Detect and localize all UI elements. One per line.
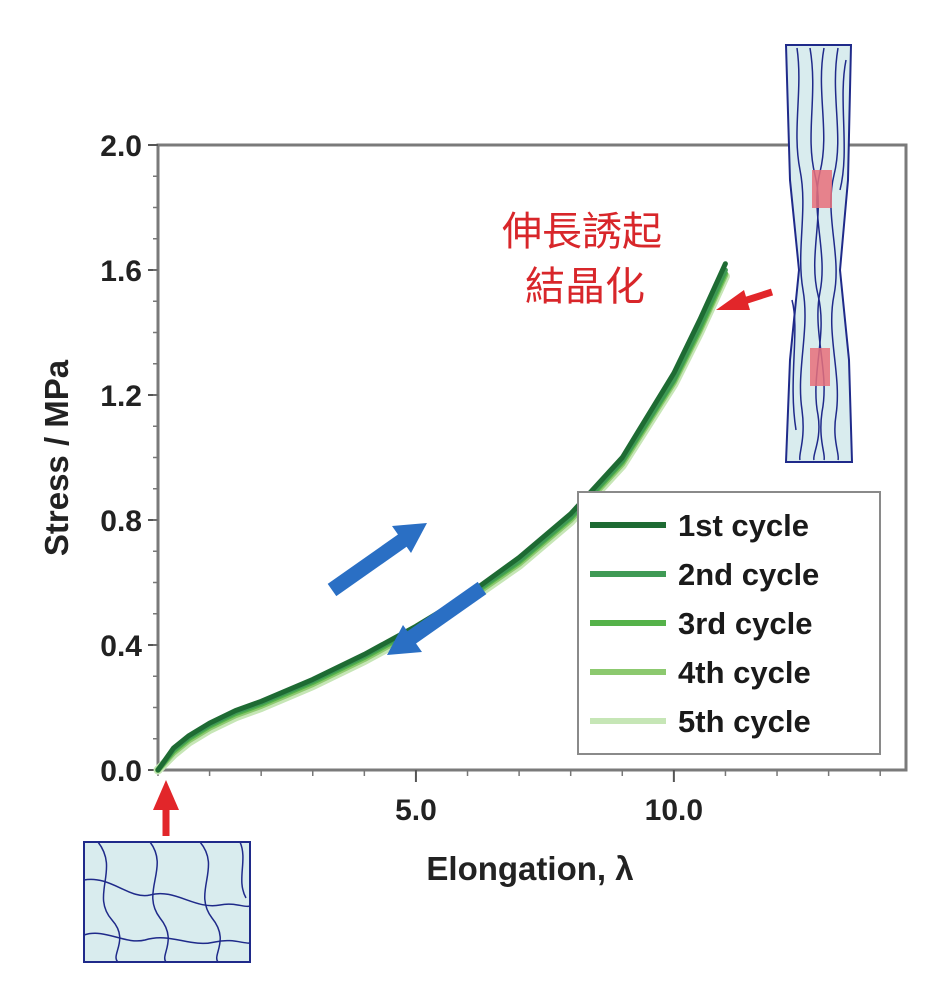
x-axis: 5.0 10.0 — [157, 770, 881, 827]
legend-label: 4th cycle — [678, 655, 811, 690]
y-axis: 0.0 0.4 0.8 1.2 1.6 2.0 — [100, 130, 158, 788]
legend-label: 1st cycle — [678, 508, 809, 543]
x-tick-label: 10.0 — [645, 794, 703, 827]
series-line-1 — [155, 261, 728, 773]
y-tick-label: 0.0 — [100, 755, 142, 788]
unloading-arrow-down-icon — [387, 581, 487, 655]
crystallite-lower — [810, 348, 830, 386]
legend-label: 5th cycle — [678, 704, 811, 739]
x-axis-label: Elongation, λ — [426, 850, 633, 887]
y-tick-label: 0.4 — [100, 630, 142, 663]
start-pointer-arrow-icon — [153, 780, 179, 836]
legend-label: 3rd cycle — [678, 606, 812, 641]
crystallite-upper — [812, 170, 832, 208]
y-tick-label: 2.0 — [100, 130, 142, 163]
y-tick-label: 1.2 — [100, 380, 142, 413]
relaxed-network-schematic-icon — [83, 841, 251, 963]
y-axis-label: Stress / MPa — [38, 359, 75, 556]
legend-label: 2nd cycle — [678, 557, 819, 592]
y-tick-label: 0.8 — [100, 505, 142, 538]
legend: 1st cycle 2nd cycle 3rd cycle 4th cycle 5th … — [577, 491, 881, 755]
loading-arrow-up-icon — [327, 523, 427, 597]
series-lines — [153, 261, 730, 775]
annotation-line-1: 伸長誘起 — [502, 209, 662, 255]
x-tick-label: 5.0 — [395, 794, 437, 827]
annotation-line-2: 結晶化 — [525, 264, 645, 310]
stretched-network-schematic-icon — [784, 44, 854, 463]
y-tick-label: 1.6 — [100, 255, 142, 288]
crystallization-pointer-arrow-icon — [716, 288, 774, 310]
